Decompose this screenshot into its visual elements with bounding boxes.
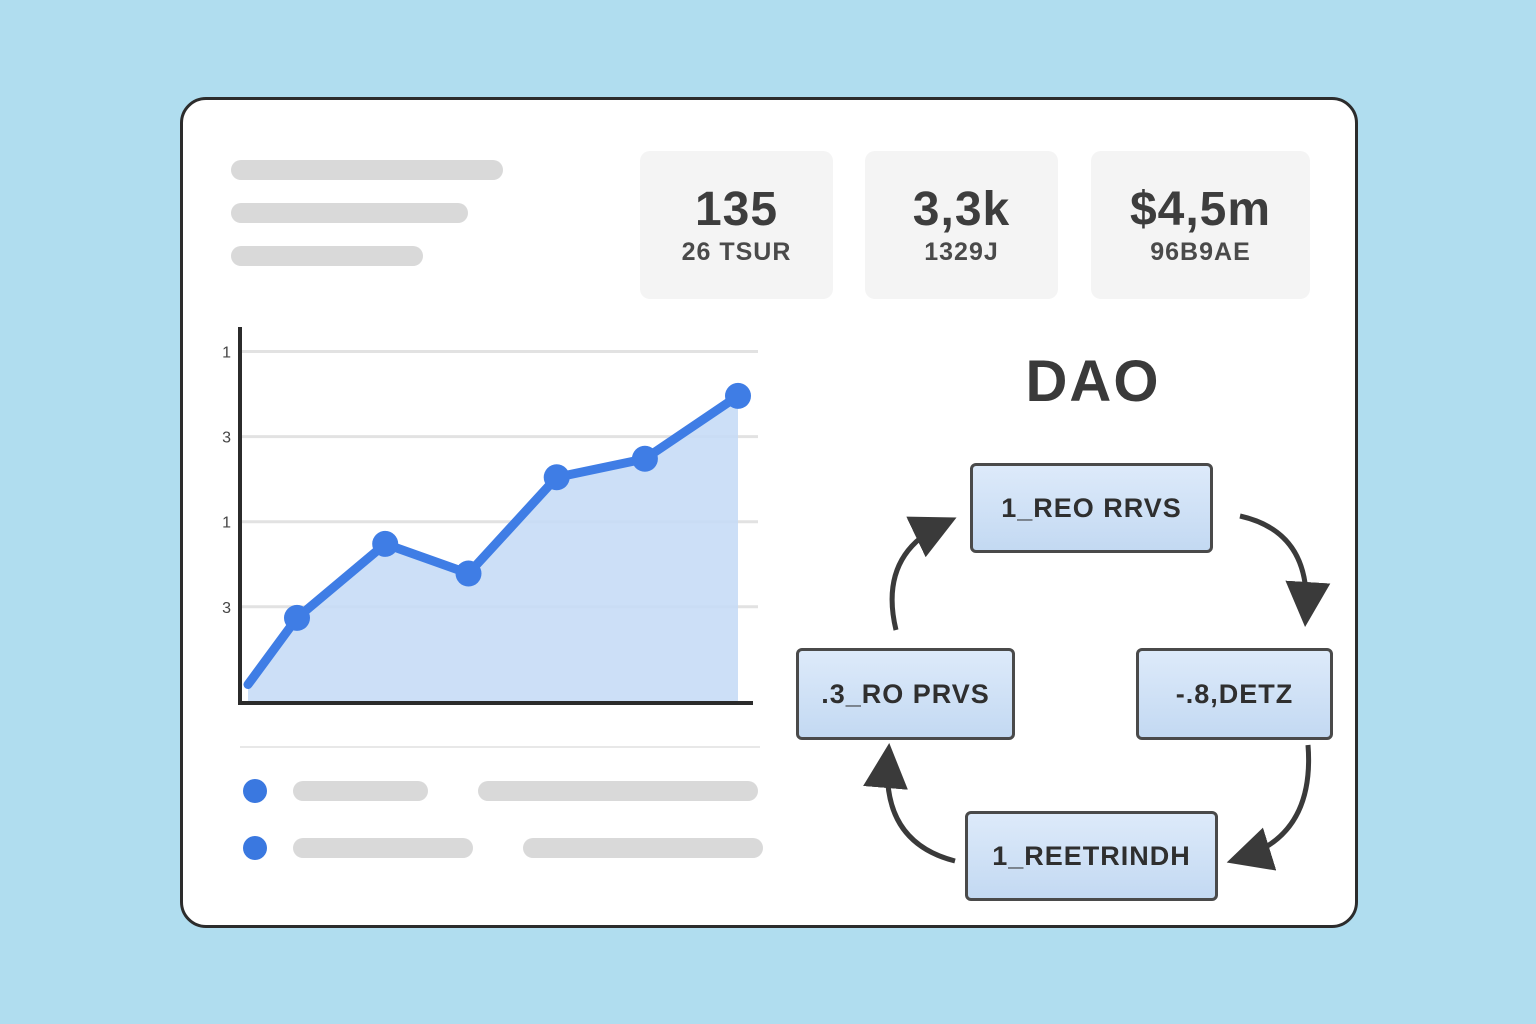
dao-node-top: 1_REO RRVS [970, 463, 1213, 553]
list-bullet-icon [243, 836, 267, 860]
stat-label: 1329J [924, 237, 999, 266]
stat-value: $4,5m [1129, 182, 1272, 236]
list-item-1-bar-2 [478, 781, 758, 801]
arrow-right-to-bottom-icon [1226, 744, 1312, 871]
dao-node-bottom: 1_REETRINDH [965, 811, 1218, 901]
stat-card-3: $4,5m 96B9AE [1091, 151, 1310, 299]
stat-label: 26 TSUR [681, 237, 792, 266]
list-item-2-bar-1 [293, 838, 473, 858]
dao-node-left: .3_RO PRVS [796, 648, 1015, 740]
dao-node-right: -.8,DETZ [1136, 648, 1333, 740]
arrow-bottom-to-left-icon [863, 743, 956, 864]
skeleton-header-line-1 [231, 160, 503, 180]
arrow-top-to-right-icon [1239, 513, 1331, 627]
list-divider [240, 746, 760, 748]
svg-text:1: 1 [222, 345, 231, 362]
stat-value: 135 [694, 182, 779, 236]
stat-label: 96B9AE [1150, 237, 1251, 266]
stat-card-1: 135 26 TSUR [640, 151, 833, 299]
stat-card-2: 3,3k 1329J [865, 151, 1058, 299]
skeleton-header-line-3 [231, 246, 423, 266]
svg-text:3: 3 [222, 600, 231, 617]
dao-diagram-title: DAO [1025, 349, 1161, 414]
list-item-2-bar-2 [523, 838, 763, 858]
list-item-1-bar-1 [293, 781, 428, 801]
skeleton-header-line-2 [231, 203, 468, 223]
svg-text:1: 1 [222, 515, 231, 532]
list-bullet-icon [243, 779, 267, 803]
arrow-left-to-top-icon [889, 516, 957, 631]
stat-value: 3,3k [912, 182, 1011, 236]
svg-text:3: 3 [222, 430, 231, 447]
area-chart: 1 3 1 3 [222, 327, 758, 705]
